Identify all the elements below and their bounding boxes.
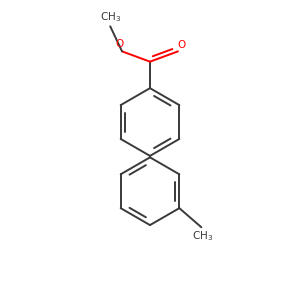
Text: O: O: [116, 39, 124, 49]
Text: CH$_3$: CH$_3$: [192, 229, 214, 243]
Text: O: O: [177, 40, 186, 50]
Text: CH$_3$: CH$_3$: [100, 10, 121, 24]
